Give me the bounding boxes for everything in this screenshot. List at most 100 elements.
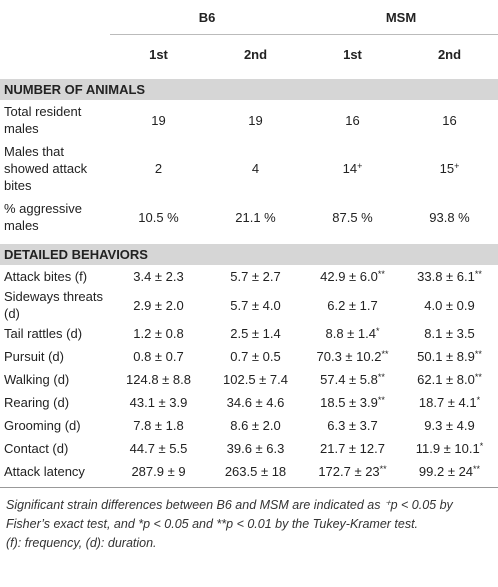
row-label: % aggressive males	[0, 197, 110, 242]
row-label: Walking (d)	[4, 372, 70, 387]
row-label: Males that showed attack bites	[4, 144, 88, 193]
cell: 39.6 ± 6.3	[226, 441, 285, 456]
cell-value: 62.1 ± 8.0	[417, 372, 475, 387]
cell: 42.9 ± 6.0**	[304, 265, 401, 288]
cell-value: 18.7 ± 4.1	[418, 395, 477, 410]
cell: 9.3 ± 4.9	[424, 418, 475, 433]
row-label: Tail rattles (d)	[4, 326, 83, 341]
section-row: NUMBER OF ANIMALS	[0, 73, 498, 100]
cell-value: 70.3 ± 10.2	[316, 349, 382, 364]
cell: 21.1 %	[207, 197, 304, 242]
cell: 18.7 ± 4.1*	[401, 391, 498, 414]
cell-value: 99.2 ± 24	[418, 464, 474, 479]
significance-mark: **	[379, 464, 387, 474]
cell: 102.5 ± 7.4	[223, 372, 288, 387]
cell-value: 50.1 ± 8.9	[417, 349, 475, 364]
cell: 0.7 ± 0.5	[230, 349, 281, 364]
section-title: DETAILED BEHAVIORS	[0, 238, 498, 265]
footnote: Significant strain differences between B…	[0, 488, 498, 553]
cell-value: 14	[342, 161, 358, 176]
cell: 5.7 ± 2.7	[230, 269, 281, 284]
section-row: DETAILED BEHAVIORS	[0, 238, 498, 265]
significance-mark: *	[479, 441, 484, 451]
cell: 2.5 ± 1.4	[230, 326, 281, 341]
table-row: Walking (d) 124.8 ± 8.8 102.5 ± 7.4 57.4 ± …	[0, 368, 498, 391]
table-row: Attack bites (f) 3.4 ± 2.3 5.7 ± 2.7 42.9 ±…	[0, 265, 498, 288]
cell: 21.7 ± 12.7	[320, 441, 385, 456]
table-header: B6 MSM 1st 2nd 1st 2nd	[0, 0, 498, 77]
cell: 34.6 ± 4.6	[226, 395, 285, 410]
cell: 33.8 ± 6.1**	[401, 265, 498, 288]
table-row: Contact (d) 44.7 ± 5.5 39.6 ± 6.3 21.7 ± 12…	[0, 437, 498, 460]
corner	[0, 0, 110, 35]
cell: 172.7 ± 23**	[304, 460, 401, 488]
table-row: Attack latency 287.9 ± 9 263.5 ± 18 172.7 ±…	[0, 460, 498, 488]
cell: 44.7 ± 5.5	[129, 441, 188, 456]
table-row: Rearing (d) 43.1 ± 3.9 34.6 ± 4.6 18.5 ± 3.…	[0, 391, 498, 414]
cell-value: 15	[439, 161, 455, 176]
cell-value: 11.9 ± 10.1	[415, 441, 480, 456]
cell: 6.2 ± 1.7	[327, 297, 378, 313]
significance-mark: +	[357, 161, 363, 171]
cell: 2.9 ± 2.0	[133, 297, 184, 313]
cell: 14+	[304, 140, 401, 197]
row-label: Contact (d)	[4, 441, 69, 456]
cell: 4.0 ± 0.9	[424, 297, 475, 313]
cell: 16	[442, 112, 457, 128]
table-row: Sideways threats (d) 2.9 ± 2.0 5.7 ± 4.0 6.…	[0, 288, 498, 322]
group-header: MSM	[304, 0, 498, 35]
cell-value: 42.9 ± 6.0	[320, 269, 378, 284]
cell: 11.9 ± 10.1*	[401, 437, 498, 460]
row-label: Attack latency	[0, 460, 110, 488]
cell: 15+	[401, 140, 498, 197]
significance-mark: **	[474, 269, 482, 279]
significance-mark: **	[377, 372, 385, 382]
significance-mark: **	[377, 269, 385, 279]
cell: 93.8 %	[401, 197, 498, 242]
cell-value: 57.4 ± 5.8	[320, 372, 378, 387]
cell-value: 8.8 ± 1.4	[325, 326, 376, 341]
table-row: Tail rattles (d) 1.2 ± 0.8 2.5 ± 1.4 8.8 ± …	[0, 322, 498, 345]
cell: 263.5 ± 18	[207, 460, 304, 488]
subheader: 2nd	[207, 34, 304, 77]
cell: 99.2 ± 24**	[401, 460, 498, 488]
cell: 287.9 ± 9	[110, 460, 207, 488]
significance-mark: **	[474, 349, 482, 359]
footnote-abbreviations: (f): frequency, (d): duration.	[6, 536, 157, 550]
cell: 57.4 ± 5.8**	[304, 368, 401, 391]
cell: 0.8 ± 0.7	[133, 349, 184, 364]
table-row: Males that showed attack bites 2 4 14+ 15+	[0, 140, 498, 197]
table-row: % aggressive males 10.5 % 21.1 % 87.5 % 93.8…	[0, 197, 498, 242]
group-row: B6 MSM	[0, 0, 498, 35]
cell: 8.6 ± 2.0	[230, 418, 281, 433]
cell: 19	[151, 112, 166, 128]
significance-mark: **	[377, 395, 385, 405]
significance-mark: *	[476, 395, 481, 405]
subheader-row: 1st 2nd 1st 2nd	[0, 34, 498, 77]
cell-value: 33.8 ± 6.1	[417, 269, 475, 284]
cell: 19	[248, 112, 263, 128]
cell: 87.5 %	[304, 197, 401, 242]
significance-mark: +	[454, 161, 460, 171]
cell: 62.1 ± 8.0**	[401, 368, 498, 391]
section-title: NUMBER OF ANIMALS	[0, 73, 498, 100]
row-label: Rearing (d)	[4, 395, 70, 410]
cell: 7.8 ± 1.8	[133, 418, 184, 433]
row-label: Sideways threats (d)	[4, 289, 103, 321]
cell: 16	[345, 112, 360, 128]
significance-mark: **	[473, 464, 481, 474]
subheader: 1st	[110, 34, 207, 77]
cell: 3.4 ± 2.3	[133, 269, 184, 284]
significance-mark: **	[474, 372, 482, 382]
subheader: 2nd	[401, 34, 498, 77]
cell: 8.8 ± 1.4*	[304, 322, 401, 345]
cell-value: 172.7 ± 23	[318, 464, 380, 479]
cell: 18.5 ± 3.9**	[304, 391, 401, 414]
group-header: B6	[110, 0, 304, 35]
table-row: Grooming (d) 7.8 ± 1.8 8.6 ± 2.0 6.3 ± 3.7 9…	[0, 414, 498, 437]
cell: 10.5 %	[110, 197, 207, 242]
cell: 124.8 ± 8.8	[126, 372, 191, 387]
cell: 4	[251, 161, 260, 176]
